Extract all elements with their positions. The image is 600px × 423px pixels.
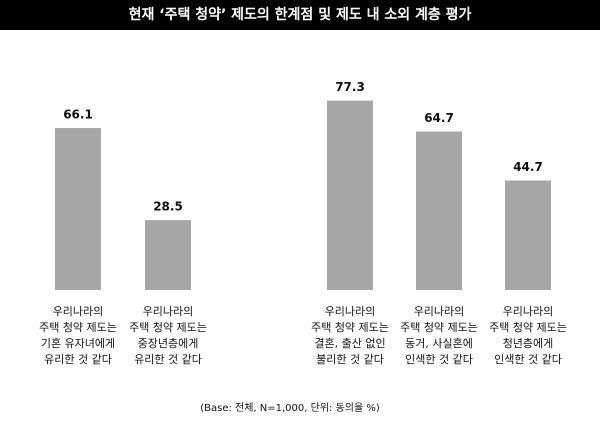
category-label: 유리한 것 같다 bbox=[134, 353, 202, 366]
category-label: 동거, 사실혼에 bbox=[405, 337, 473, 350]
value-label: 66.1 bbox=[63, 108, 93, 122]
bar bbox=[55, 128, 101, 290]
category-label: 우리나라의 bbox=[325, 305, 376, 318]
title-banner bbox=[0, 0, 600, 30]
category-label: 인색한 것 같다 bbox=[405, 353, 473, 366]
category-label: 주택 청약 제도는 bbox=[39, 320, 117, 334]
bar bbox=[327, 100, 373, 291]
value-label: 44.7 bbox=[513, 160, 543, 174]
value-label: 77.3 bbox=[335, 80, 365, 94]
chart-title: 현재 ‘주택 청약’ 제도의 한계점 및 제도 내 소외 계층 평가 bbox=[129, 6, 472, 23]
bar bbox=[416, 131, 462, 290]
bar bbox=[505, 180, 551, 290]
bar bbox=[145, 220, 191, 290]
category-label: 불리한 것 같다 bbox=[316, 353, 384, 366]
category-label: 기혼 유자녀에게 bbox=[41, 337, 115, 350]
category-label: 청년층에게 bbox=[503, 337, 554, 350]
note: (Base: 전체, N=1,000, 단위: 동의율 %) bbox=[200, 401, 380, 414]
category-label: 주택 청약 제도는 bbox=[129, 320, 207, 334]
category-label: 주택 청약 제도는 bbox=[489, 320, 567, 334]
category-label: 주택 청약 제도는 bbox=[311, 320, 389, 334]
category-label: 인색한 것 같다 bbox=[494, 353, 562, 366]
value-label: 64.7 bbox=[424, 111, 454, 125]
category-label: 결혼, 출산 없인 bbox=[314, 337, 385, 350]
category-label: 우리나라의 bbox=[503, 305, 554, 318]
value-label: 28.5 bbox=[153, 200, 183, 214]
category-label: 우리나라의 bbox=[414, 305, 465, 318]
category-label: 중장년층에게 bbox=[138, 337, 199, 350]
category-label: 우리나라의 bbox=[53, 305, 104, 318]
category-label: 우리나라의 bbox=[143, 305, 194, 318]
category-label: 주택 청약 제도는 bbox=[400, 320, 478, 334]
category-label: 유리한 것 같다 bbox=[44, 353, 112, 366]
